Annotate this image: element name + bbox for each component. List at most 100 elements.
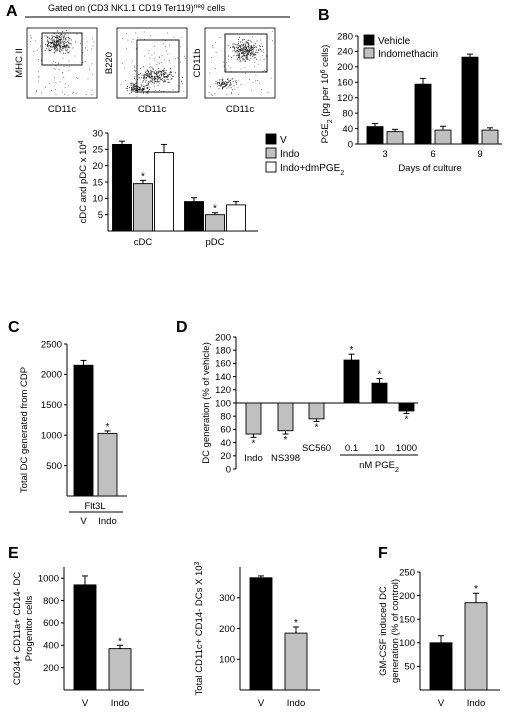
legend-label: Indomethacin	[378, 49, 438, 60]
flow-plot-events	[30, 30, 95, 96]
y-tick-label: 200	[337, 62, 353, 73]
category-label: Indo	[98, 516, 117, 527]
flow-ylabel: CD11b	[192, 49, 203, 78]
panel-letter-d: D	[176, 319, 188, 336]
y-tick-label: 0	[226, 464, 231, 475]
bar	[154, 152, 174, 232]
flow-plot-frame	[26, 27, 98, 99]
legend-swatch	[363, 47, 375, 59]
bar	[133, 183, 153, 232]
bar	[308, 402, 325, 420]
flow-ylabel: B220	[104, 52, 115, 74]
y-tick-label: 160	[337, 78, 353, 89]
y-tick-label: 100	[219, 655, 235, 666]
category-label: 1000	[396, 443, 417, 454]
y-tick-label: 80	[220, 412, 231, 423]
bar	[184, 201, 204, 232]
significance-star: *	[118, 636, 122, 647]
y-axis-label: PGE2 (pg per 106 cells)	[320, 45, 334, 144]
flow-gate	[136, 39, 180, 93]
y-tick-label: 200	[219, 624, 235, 635]
bar	[434, 129, 452, 145]
y-tick-label: 10	[92, 194, 103, 205]
y-tick-label: 1500	[41, 400, 62, 411]
group-label: nM PGE2	[359, 460, 399, 474]
y-tick-label: 500	[46, 461, 62, 472]
category-label: 10	[374, 443, 385, 454]
y-tick-label: 60	[220, 425, 231, 436]
bar	[371, 382, 388, 404]
significance-star: *	[350, 345, 354, 356]
bar	[414, 83, 432, 145]
y-tick-label: 20	[220, 451, 231, 462]
category-label: Indo	[111, 698, 130, 709]
category-label: V	[80, 516, 87, 527]
bar	[386, 131, 404, 145]
group-label: Flt3L	[84, 501, 105, 512]
category-label: 9	[477, 149, 482, 160]
chart-e-total-dcs: 100 200 300 Total CD11c+ CD14- DCs X 103 * V I…	[194, 561, 320, 709]
significance-star: *	[106, 422, 110, 433]
y-tick-label: 200	[215, 332, 231, 343]
legend-label: Vehicle	[378, 36, 411, 47]
legend-label: Indo+dmPGE2	[280, 163, 344, 177]
y-axis-label: DC generation (% of vehicle)	[201, 342, 212, 463]
bar	[112, 143, 132, 232]
category-label: Indo	[244, 453, 263, 464]
y-tick-label: 0	[348, 139, 353, 150]
flow-plot-events	[208, 31, 273, 96]
legend-swatch	[363, 34, 375, 46]
bar	[249, 577, 273, 691]
chart-f-gmcsf: 50 100 150 200 250 GM-CSF induced DC generatio…	[378, 567, 500, 709]
bar	[461, 56, 479, 145]
bar	[398, 402, 415, 412]
significance-star: *	[252, 438, 256, 449]
y-tick-label: 120	[337, 93, 353, 104]
significance-star: *	[141, 171, 145, 182]
y-tick-label: 200	[43, 663, 59, 674]
category-label: 0.1	[345, 443, 358, 454]
chart-e-progenitors: 200 400 600 800 1000 CD34+ CD11a+ CD14- DC Pro…	[12, 567, 144, 709]
significance-star: *	[284, 435, 288, 446]
y-tick-label: 5	[98, 210, 103, 221]
category-label: cDC	[134, 237, 153, 248]
y-tick-label: 25	[92, 145, 103, 156]
category-label: Indo	[467, 698, 486, 709]
y-tick-label: 240	[337, 47, 353, 58]
significance-star: *	[315, 422, 319, 433]
bar	[366, 126, 384, 145]
category-label: V	[438, 698, 445, 709]
category-label: Indo	[287, 698, 306, 709]
y-tick-label: 600	[43, 618, 59, 629]
bar	[226, 204, 246, 232]
legend-swatch	[265, 133, 277, 145]
category-label: NS398	[271, 453, 300, 464]
y-tick-label: 800	[43, 596, 59, 607]
category-label: 3	[382, 149, 387, 160]
flow-xlabel: CD11c	[226, 104, 255, 115]
y-tick-label: 100	[399, 638, 415, 649]
flow-xlabel: CD11c	[138, 104, 167, 115]
legend-swatch	[265, 147, 277, 159]
y-tick-label: 15	[92, 177, 103, 188]
flow-cytometry-plots: MHC II CD11c B220 CD11c CD11b CD11c	[14, 27, 276, 115]
y-tick-label: 2500	[41, 339, 62, 350]
legend-label: Indo	[280, 149, 300, 160]
category-label: V	[82, 698, 89, 709]
y-tick-label: 160	[215, 359, 231, 370]
bar	[73, 584, 97, 691]
panel-letter-b: B	[318, 7, 330, 24]
y-tick-label: 1000	[41, 431, 62, 442]
y-axis-label: Total DC generated from CDP	[19, 367, 30, 493]
legend-label: V	[280, 135, 287, 146]
significance-star: *	[378, 370, 382, 381]
y-axis-label: Progenitor cells	[24, 596, 35, 662]
legend-swatch	[265, 161, 277, 173]
y-axis-label: Total CD11c+ CD14- DCs X 103	[194, 561, 206, 695]
y-tick-label: 180	[215, 346, 231, 357]
y-tick-label: 1000	[38, 573, 59, 584]
flow-xlabel: CD11c	[48, 104, 77, 115]
significance-star: *	[294, 618, 298, 629]
